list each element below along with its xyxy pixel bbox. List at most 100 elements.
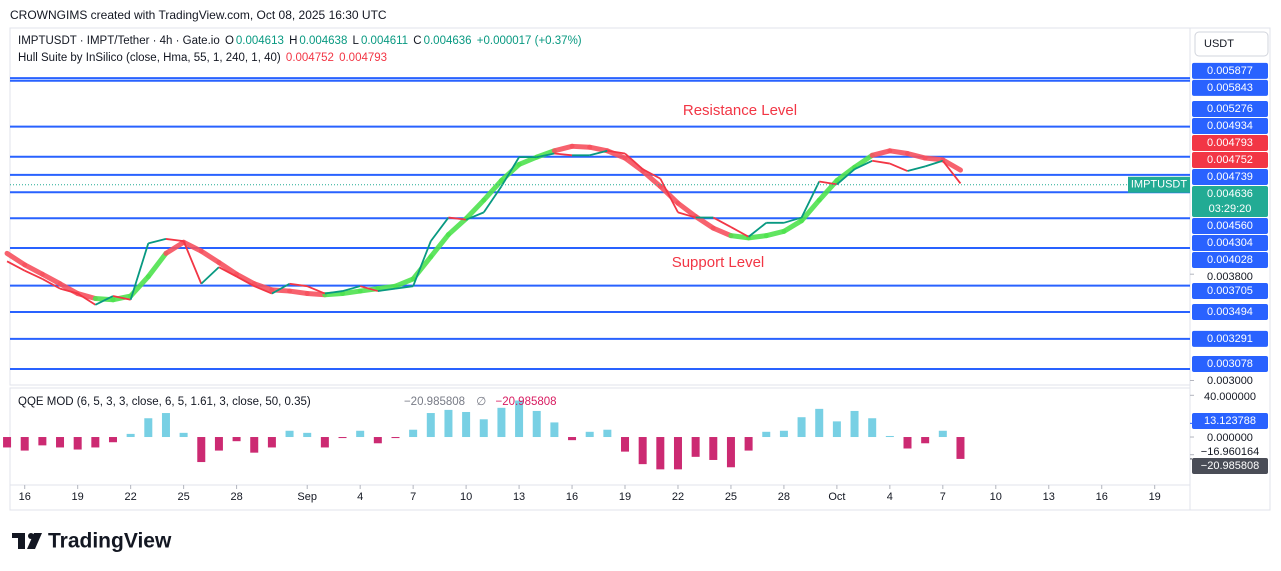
price-segment (924, 159, 944, 168)
hull-line (163, 239, 187, 256)
axis-label-box (1192, 168, 1268, 185)
axis-label: 0.004560 (1207, 220, 1253, 232)
price-segment (872, 159, 890, 165)
currency: USDT (1204, 38, 1234, 50)
histogram-bar (232, 437, 241, 442)
x-tick-label: 28 (230, 491, 242, 503)
histogram-bar (479, 419, 488, 438)
price-segment (907, 165, 926, 172)
hull-line (216, 260, 240, 277)
histogram-bar (373, 437, 382, 444)
histogram-bar (356, 430, 365, 438)
price-segment (359, 285, 379, 292)
hull-line (481, 178, 504, 203)
hull-line (22, 262, 45, 277)
x-tick-label: 25 (725, 491, 737, 503)
axis-label: −16.960164 (1201, 446, 1259, 458)
brand: TradingView (48, 530, 172, 553)
histogram-bar (709, 437, 718, 460)
price-segment (854, 159, 873, 170)
currency-box[interactable] (1194, 31, 1269, 57)
title: IMPTUSDT · IMPT/Tether · 4h · Gate.io (18, 35, 220, 47)
hull-line (234, 271, 257, 287)
histogram-bar (267, 437, 276, 448)
price-segment (659, 178, 679, 213)
ohlc-value: 0.004611 (360, 35, 409, 47)
histogram-bar (797, 417, 806, 438)
ohlc-value: 0.004638 (299, 35, 348, 47)
axis-label-box (1192, 100, 1268, 117)
hull-line (392, 276, 416, 289)
x-tick-label: 7 (940, 491, 946, 503)
price-segment (182, 240, 203, 285)
axis-label-box (1192, 330, 1268, 347)
axis-label-box (1192, 185, 1268, 217)
axis-label: 0.000000 (1207, 432, 1253, 444)
price-segment (41, 278, 61, 290)
histogram-bar (673, 437, 682, 470)
histogram-bar (532, 410, 541, 438)
hull-line (640, 168, 663, 189)
histogram-bar (779, 430, 788, 438)
histogram-bar (320, 437, 329, 448)
axis-label: 0.003494 (1207, 306, 1253, 318)
histogram-bar (426, 413, 435, 438)
axis-label: 0.004304 (1207, 237, 1253, 249)
histogram-bar (444, 409, 453, 438)
indicator-name: QQE MOD (6, 5, 3, 3, close, 6, 5, 1.61, … (18, 396, 311, 408)
annotation: Resistance Level (683, 102, 797, 119)
axis-label: 0.005877 (1207, 65, 1253, 77)
hull-line (516, 154, 540, 167)
price-segment (800, 181, 821, 218)
axis-label: 0.004934 (1207, 120, 1253, 132)
x-tick-label: 16 (566, 491, 578, 503)
histogram-bar (585, 431, 594, 438)
price-segment (748, 222, 767, 238)
price-axis (1189, 27, 1271, 511)
axis-label: 0.005276 (1207, 103, 1253, 115)
indicator-name: Hull Suite by InSilico (close, Hma, 55, … (18, 52, 281, 64)
axis-label-box (1192, 79, 1268, 96)
price-segment (836, 168, 856, 186)
axis-label-box (1192, 282, 1268, 299)
price-segment (819, 180, 838, 186)
histogram-bar (144, 418, 153, 438)
histogram-bar (956, 437, 965, 459)
x-tick-label: 16 (1096, 491, 1108, 503)
axis-label-box (1192, 117, 1268, 134)
x-tick-label: 25 (177, 491, 189, 503)
histogram-bar (20, 437, 29, 451)
hull-line (675, 200, 699, 220)
histogram-bar (126, 433, 135, 438)
price-segment (942, 160, 962, 184)
hull-line (587, 144, 610, 154)
axis-label: 0.003078 (1207, 358, 1253, 370)
indicator-value: −20.985808 (403, 396, 466, 408)
hull-line (445, 216, 469, 238)
hull-line (304, 291, 328, 298)
countdown: 03:29:20 (1209, 203, 1252, 215)
indicator-legend: Hull Suite by InSilico (close, Hma, 55, … (18, 52, 389, 64)
histogram-bar (197, 437, 206, 463)
histogram-bar (73, 437, 82, 450)
price-segment (607, 149, 626, 155)
ohlc-key: H (289, 35, 298, 47)
price-segment (536, 152, 555, 159)
logo-shape (18, 533, 25, 549)
histogram-bar (603, 429, 612, 438)
hull-line (198, 248, 222, 266)
price-segment (395, 285, 414, 290)
hull-line (622, 155, 646, 174)
ohlc-key: O (224, 35, 234, 47)
x-tick-label: 4 (357, 491, 363, 503)
histogram-bar (815, 408, 824, 438)
hull-line (887, 148, 911, 156)
histogram-bar (921, 437, 930, 444)
x-tick-label: 19 (619, 491, 631, 503)
price-segment (289, 282, 308, 288)
price-segment (77, 292, 96, 306)
price-segment (236, 275, 255, 287)
hull-line (145, 250, 169, 280)
change: +0.000017 (+0.37%) (476, 35, 582, 47)
x-tick-label: 4 (887, 491, 893, 503)
